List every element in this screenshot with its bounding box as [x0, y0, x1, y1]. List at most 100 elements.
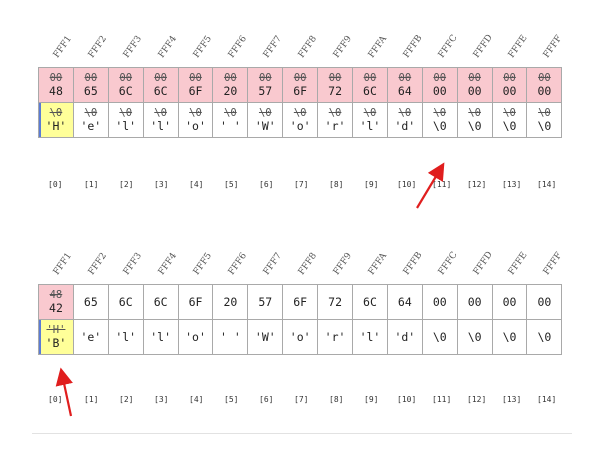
new-value: 'o'	[289, 119, 311, 133]
new-value: 6C	[118, 84, 133, 98]
index-label: [8]	[329, 180, 344, 189]
old-value: 00	[398, 72, 412, 84]
old-value: 00	[363, 72, 377, 84]
index-label: [14]	[537, 180, 557, 189]
index-label: [4]	[189, 180, 204, 189]
char-cell: \0'o'	[177, 102, 214, 138]
old-value: \0	[293, 107, 307, 119]
new-value: 00	[467, 84, 482, 98]
old-value: 00	[258, 72, 272, 84]
hex-cell: 00 6C	[107, 67, 144, 103]
value: \0	[467, 330, 482, 344]
index-label: [0]	[48, 180, 63, 189]
char-cell: \0	[526, 319, 563, 355]
value: 64	[397, 295, 412, 309]
old-value: 00	[433, 72, 447, 84]
char-cell: \0'd'	[386, 102, 423, 138]
hex-cell: 6C	[142, 284, 179, 320]
char-cell: \0 \0	[526, 102, 563, 138]
new-value: 65	[83, 84, 98, 98]
char-cell: \0 ' '	[212, 102, 249, 138]
new-value: \0	[432, 119, 447, 133]
value: 'W'	[254, 330, 276, 344]
index-label: [9]	[364, 395, 379, 404]
old-value: 00	[154, 72, 167, 84]
old-value: \0	[189, 107, 202, 119]
index-label: [8]	[329, 395, 344, 404]
hex-cell: 65	[72, 284, 109, 320]
index-label: [3]	[154, 395, 169, 404]
hex-cell: 00 57	[247, 67, 284, 103]
hex-cell: 72	[317, 284, 354, 320]
hex-row: 00 48 00 65 00 6C 00 6C 00 6F 00 20 00 57 00 6F …	[38, 67, 563, 103]
value: 65	[83, 295, 98, 309]
char-cell: \0'l'	[107, 102, 144, 138]
hex-cell: 00 6F	[177, 67, 214, 103]
char-cell-highlighted: \0 'H'	[38, 102, 74, 138]
char-cell: \0'r'	[317, 102, 354, 138]
value: 00	[502, 295, 517, 309]
hex-cell: 00 48	[38, 67, 74, 103]
char-cell: 'l'	[107, 319, 144, 355]
hex-cell: 00 00	[421, 67, 458, 103]
char-row: 'H' 'B' 'e' 'l' 'l' 'o' ' ' 'W' 'o' 'r' '…	[38, 319, 563, 355]
new-value: 'l'	[359, 119, 381, 133]
value: 'd'	[394, 330, 416, 344]
char-cell: 'l'	[142, 319, 179, 355]
index-label: [14]	[537, 395, 557, 404]
char-cell: 'o'	[177, 319, 214, 355]
old-value: 00	[84, 72, 98, 84]
value: 'r'	[324, 330, 346, 344]
new-value: 'o'	[185, 119, 206, 133]
old-value: 00	[224, 72, 237, 84]
divider-line	[32, 433, 572, 434]
value: 'l'	[115, 330, 137, 344]
old-value: 00	[503, 72, 516, 84]
char-cell: ' '	[212, 319, 249, 355]
char-cell: \0'e'	[72, 102, 109, 138]
old-value: \0	[328, 107, 342, 119]
hex-cell: 00 6C	[352, 67, 388, 103]
old-value: \0	[503, 107, 516, 119]
char-cell: 'o'	[282, 319, 319, 355]
char-cell: \0 \0	[456, 102, 493, 138]
value: 57	[258, 295, 273, 309]
hex-cell: 00 6F	[282, 67, 319, 103]
value: 'l'	[359, 330, 381, 344]
value: 'o'	[289, 330, 311, 344]
index-label: [11]	[432, 395, 452, 404]
new-value: 'l'	[115, 119, 137, 133]
old-value: \0	[154, 107, 167, 119]
value: 6C	[118, 295, 133, 309]
new-value: \0	[502, 119, 517, 133]
index-label: [10]	[397, 180, 417, 189]
hex-cell: 00 64	[386, 67, 423, 103]
value: \0	[537, 330, 552, 344]
index-label: [2]	[119, 395, 134, 404]
char-cell: \0 'W'	[247, 102, 284, 138]
arrow-to-modified-char	[55, 367, 73, 417]
new-value: 6C	[363, 84, 377, 98]
old-value: \0	[433, 107, 447, 119]
value: 72	[328, 295, 342, 309]
old-value: 00	[293, 72, 307, 84]
index-label: [10]	[397, 395, 417, 404]
old-value: 'H'	[46, 324, 66, 336]
value: 'o'	[185, 330, 206, 344]
new-value: 'e'	[80, 119, 102, 133]
index-label: [0]	[48, 395, 63, 404]
hex-cell: 00 65	[72, 67, 109, 103]
top-memory-table: 00 48 00 65 00 6C 00 6C 00 6F 00 20 00 57 00 6F …	[38, 67, 563, 138]
hex-cell-modified: 48 42	[38, 284, 74, 320]
hex-cell: 00 72	[317, 67, 354, 103]
index-label: [2]	[119, 180, 134, 189]
char-cell: \0'o'	[282, 102, 319, 138]
value: 00	[537, 295, 552, 309]
old-value: \0	[363, 107, 377, 119]
hex-cell: 00 6C	[142, 67, 179, 103]
char-cell-modified: 'H' 'B'	[38, 319, 74, 355]
new-value: \0	[537, 119, 552, 133]
new-value: 'r'	[324, 119, 346, 133]
arrow-to-null-terminator	[416, 162, 445, 209]
